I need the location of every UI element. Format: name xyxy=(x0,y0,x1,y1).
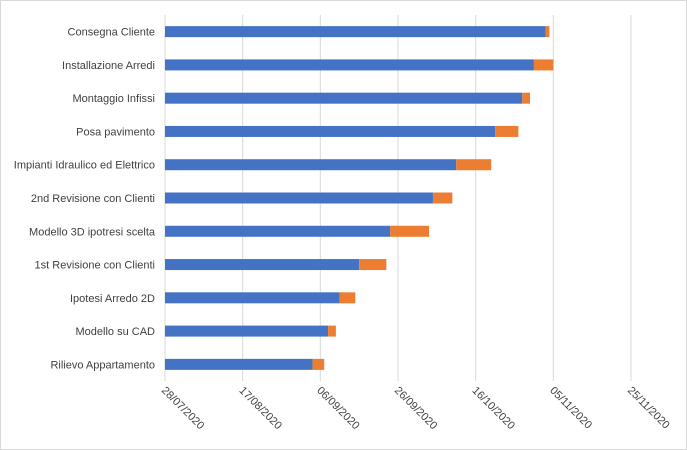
bar-start xyxy=(165,59,534,71)
bar-duration xyxy=(328,325,336,337)
bar-start xyxy=(165,192,433,204)
x-tick-label: 26/09/2020 xyxy=(392,385,439,432)
bar-duration xyxy=(495,125,519,137)
bar-start xyxy=(165,26,546,38)
category-label: Consegna Cliente xyxy=(68,27,155,39)
bar-duration xyxy=(533,59,554,71)
bar-duration xyxy=(522,92,531,104)
bar-start xyxy=(165,225,391,237)
x-tick-label: 06/09/2020 xyxy=(314,385,361,432)
bars xyxy=(165,26,554,370)
category-label: Modello 3D ipotresi scelta xyxy=(29,226,156,238)
x-tick-label: 25/11/2020 xyxy=(625,385,672,432)
bar-duration xyxy=(545,26,550,38)
bar-start xyxy=(165,159,457,171)
x-tick-label: 28/07/2020 xyxy=(159,385,206,432)
category-label: Modello su CAD xyxy=(76,326,156,338)
bar-start xyxy=(165,259,360,271)
category-label: Installazione Arredi xyxy=(62,60,155,72)
bar-duration xyxy=(339,292,356,304)
bar-duration xyxy=(390,225,430,237)
category-label: Posa pavimento xyxy=(76,126,155,138)
category-labels: Consegna Cliente Installazione Arredi Mont… xyxy=(14,27,156,372)
category-label: Ipotesi Arredo 2D xyxy=(70,293,155,305)
category-label: Rilievo Appartamento xyxy=(50,359,155,371)
bar-start xyxy=(165,325,329,337)
bar-start xyxy=(165,358,313,370)
bar-start xyxy=(165,92,523,104)
x-tick-label: 05/11/2020 xyxy=(547,385,594,432)
bar-duration xyxy=(359,259,387,271)
bar-start xyxy=(165,125,496,137)
category-label: Impianti Idraulico ed Elettrico xyxy=(14,160,155,172)
bar-start xyxy=(165,292,340,304)
category-label: 2nd Revisione con Clienti xyxy=(31,193,155,205)
bar-duration xyxy=(312,358,325,370)
category-label: 1st Revisione con Clienti xyxy=(35,260,155,272)
category-label: Montaggio Infissi xyxy=(72,93,155,105)
x-tick-label: 17/08/2020 xyxy=(237,385,284,432)
bar-duration xyxy=(456,159,492,171)
x-tick-label: 16/10/2020 xyxy=(470,385,517,432)
x-tick-labels: 28/07/2020 17/08/2020 06/09/2020 26/09/2020… xyxy=(159,385,672,432)
bar-duration xyxy=(432,192,453,204)
